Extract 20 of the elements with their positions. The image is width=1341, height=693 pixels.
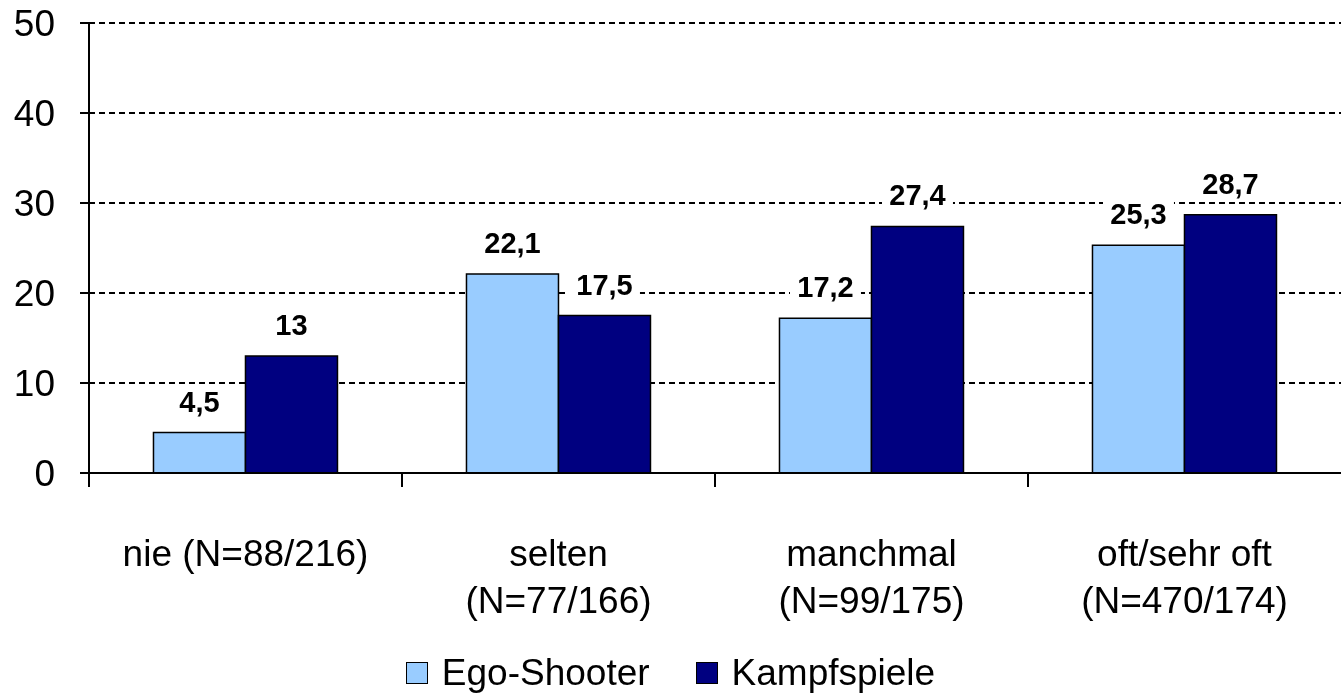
- data-label: 13: [275, 309, 308, 341]
- data-label: 22,1: [484, 227, 541, 260]
- x-tick-label: nie (N=88/216): [122, 533, 369, 574]
- x-tick-label: oft/sehr oft (N=470/174): [1081, 533, 1288, 621]
- legend-label: Kampfspiele: [731, 652, 936, 693]
- legend-label: Ego-Shooter: [441, 652, 650, 693]
- y-tick-label: 40: [13, 93, 55, 135]
- y-tick-label: 30: [13, 183, 55, 225]
- data-label: 17,5: [576, 268, 633, 301]
- data-label: 17,2: [797, 271, 854, 304]
- data-label: 25,3: [1110, 198, 1167, 231]
- y-tick-label: 0: [34, 453, 55, 495]
- x-tick-label: manchmal (N=99/175): [778, 533, 965, 621]
- data-label: 28,7: [1202, 167, 1259, 200]
- y-tick-label: 10: [13, 363, 55, 405]
- y-tick-label: 50: [13, 3, 55, 45]
- data-label: 27,4: [889, 179, 946, 212]
- x-tick-label: selten (N=77/166): [465, 533, 652, 621]
- data-label: 4,5: [179, 385, 220, 418]
- y-tick-label: 20: [13, 273, 55, 315]
